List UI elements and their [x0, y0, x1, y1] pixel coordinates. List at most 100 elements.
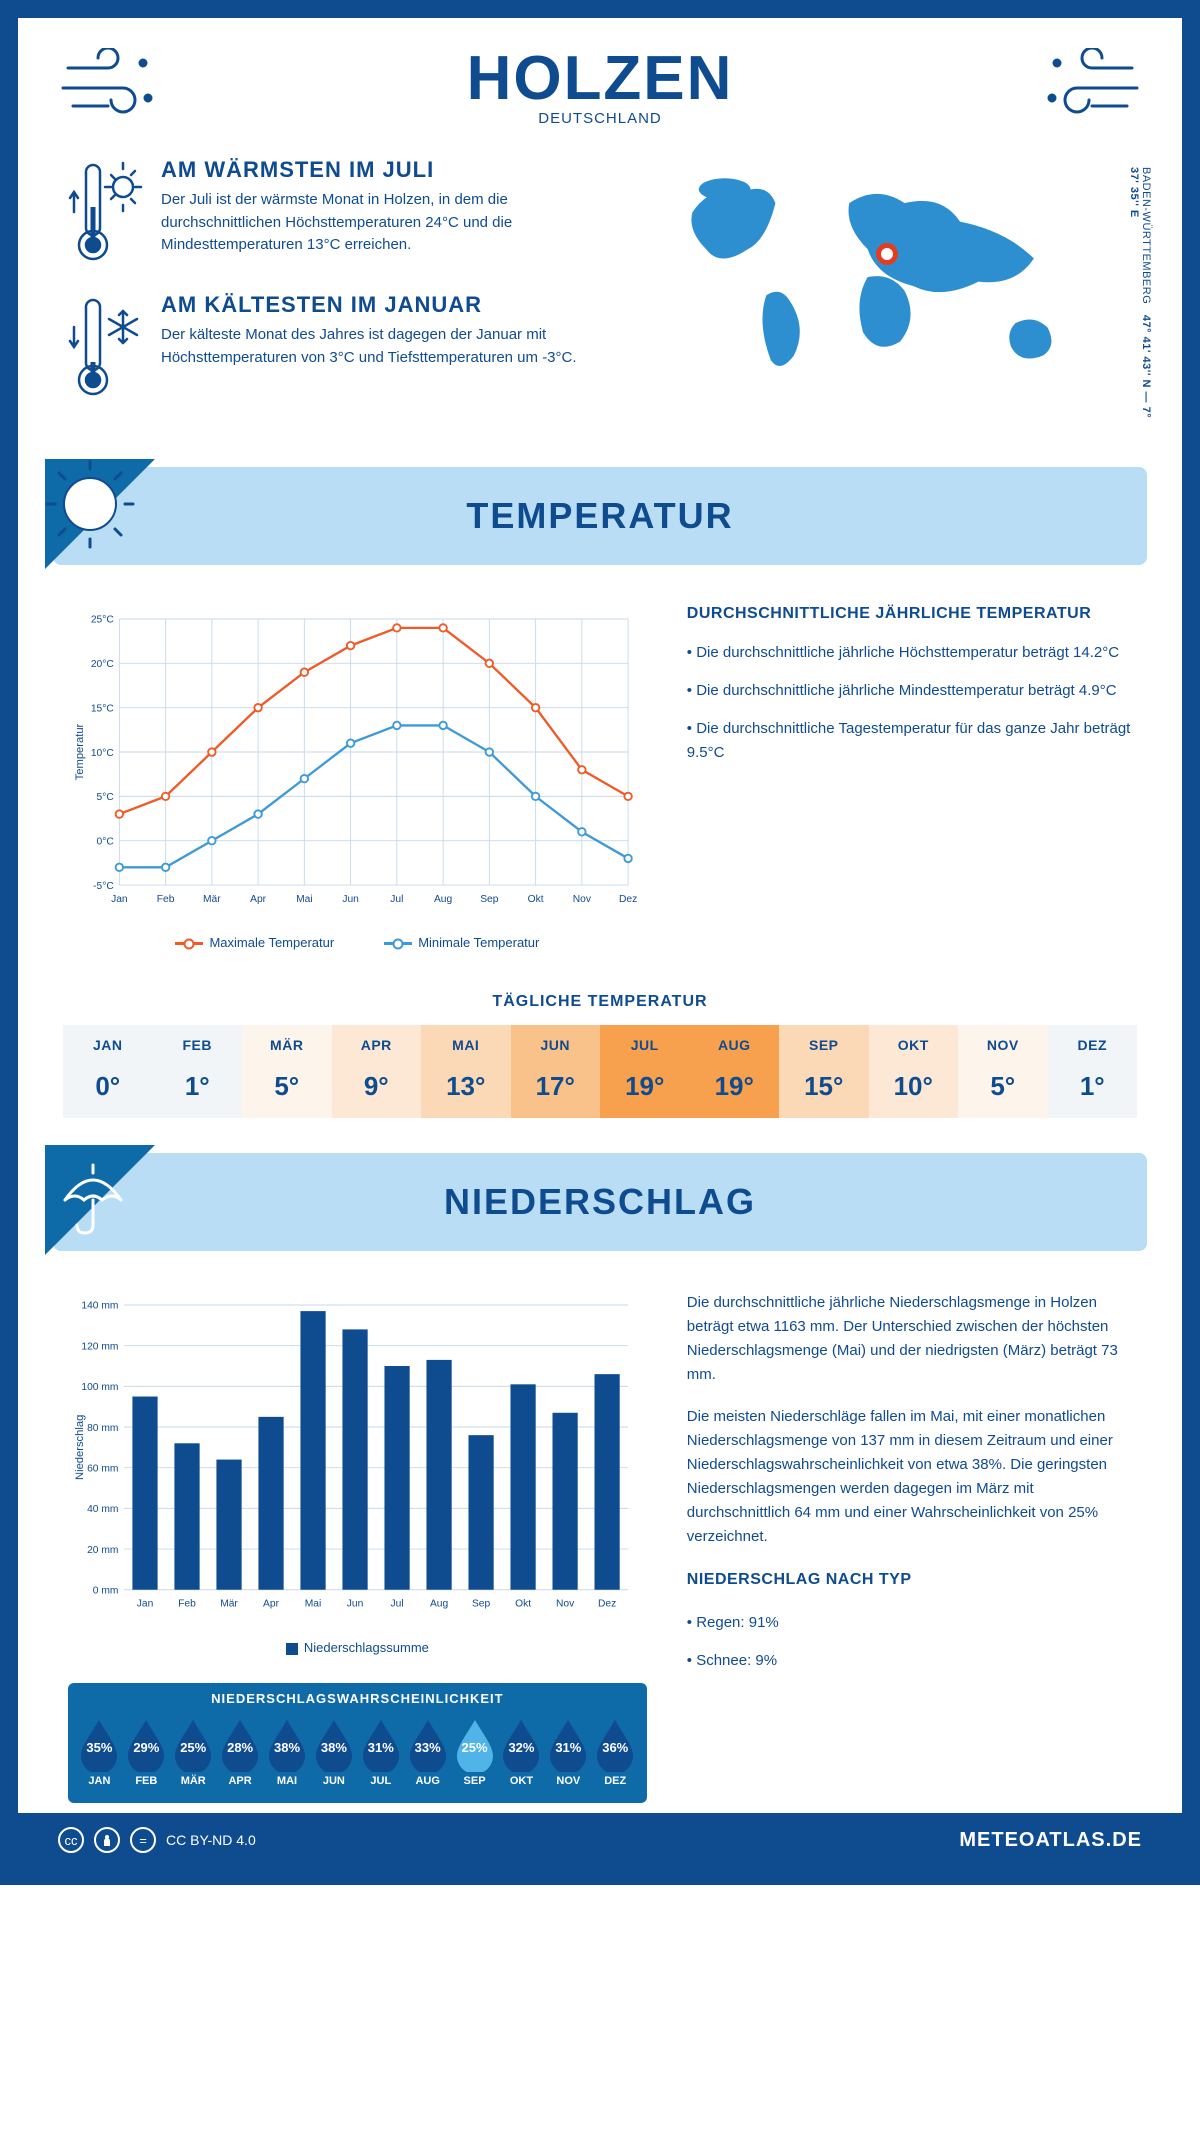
probability-drop: 35% JAN [76, 1718, 122, 1787]
warmest-heading: AM WÄRMSTEN IM JULI [161, 157, 610, 183]
svg-text:Mai: Mai [305, 1599, 322, 1610]
svg-text:25°C: 25°C [91, 615, 115, 626]
svg-text:Mai: Mai [296, 894, 313, 905]
daily-cell: AUG 19° [690, 1025, 780, 1118]
svg-text:100 mm: 100 mm [81, 1382, 118, 1393]
svg-text:Dez: Dez [619, 894, 637, 905]
svg-text:10°C: 10°C [91, 748, 115, 759]
svg-text:Nov: Nov [573, 894, 592, 905]
temperature-header: TEMPERATUR [53, 467, 1147, 565]
intro-section: AM WÄRMSTEN IM JULI Der Juli ist der wär… [18, 137, 1182, 457]
sun-icon [45, 459, 165, 579]
probability-drop: 29% FEB [123, 1718, 169, 1787]
daily-cell: SEP 15° [779, 1025, 869, 1118]
probability-drop: 31% NOV [545, 1718, 591, 1787]
svg-text:Temperatur: Temperatur [74, 723, 86, 780]
probability-drop: 32% OKT [498, 1718, 544, 1787]
coldest-heading: AM KÄLTESTEN IM JANUAR [161, 292, 610, 318]
svg-text:Mär: Mär [220, 1599, 238, 1610]
svg-text:Sep: Sep [480, 894, 499, 905]
svg-text:Sep: Sep [472, 1599, 491, 1610]
svg-text:5°C: 5°C [97, 792, 115, 803]
page-title: HOLZEN [58, 43, 1142, 114]
site-name: METEOATLAS.DE [959, 1829, 1142, 1852]
svg-text:20 mm: 20 mm [87, 1545, 118, 1556]
daily-temp-title: TÄGLICHE TEMPERATUR [18, 993, 1182, 1011]
coldest-block: AM KÄLTESTEN IM JANUAR Der kälteste Mona… [68, 292, 610, 402]
probability-drop: 38% MAI [264, 1718, 310, 1787]
svg-text:Dez: Dez [598, 1599, 616, 1610]
svg-text:Aug: Aug [434, 894, 453, 905]
daily-cell: NOV 5° [958, 1025, 1048, 1118]
svg-text:0°C: 0°C [97, 836, 115, 847]
probability-drop: 33% AUG [405, 1718, 451, 1787]
daily-cell: JUN 17° [511, 1025, 601, 1118]
nd-icon: = [130, 1827, 156, 1853]
svg-text:-5°C: -5°C [93, 881, 114, 892]
svg-text:Aug: Aug [430, 1599, 449, 1610]
svg-text:Jun: Jun [347, 1599, 364, 1610]
probability-drop: 38% JUN [311, 1718, 357, 1787]
svg-text:Okt: Okt [515, 1599, 531, 1610]
svg-text:140 mm: 140 mm [81, 1301, 118, 1312]
svg-text:Nov: Nov [556, 1599, 575, 1610]
temperature-chart: -5°C 0°C 5°C 10°C 15°C 20°C 25°C Jan Feb Mär Apr Ma… [68, 605, 647, 958]
warmest-block: AM WÄRMSTEN IM JULI Der Juli ist der wär… [68, 157, 610, 267]
thermometer-cold-icon [68, 292, 143, 402]
page-subtitle: DEUTSCHLAND [58, 110, 1142, 127]
svg-text:15°C: 15°C [91, 703, 115, 714]
svg-text:Apr: Apr [250, 894, 267, 905]
svg-text:80 mm: 80 mm [87, 1423, 118, 1434]
daily-cell: DEZ 1° [1048, 1025, 1138, 1118]
thermometer-hot-icon [68, 157, 143, 267]
svg-text:Jan: Jan [137, 1599, 154, 1610]
by-icon [94, 1827, 120, 1853]
svg-text:Jan: Jan [111, 894, 128, 905]
svg-text:Feb: Feb [178, 1599, 196, 1610]
precipitation-title: NIEDERSCHLAG [53, 1181, 1147, 1223]
footer: cc = CC BY-ND 4.0 METEOATLAS.DE [18, 1813, 1182, 1867]
precipitation-text: Die durchschnittliche jährliche Niedersc… [687, 1291, 1132, 1803]
svg-text:20°C: 20°C [91, 659, 115, 670]
umbrella-icon [45, 1145, 165, 1265]
probability-drop: 36% DEZ [592, 1718, 638, 1787]
probability-drop: 28% APR [217, 1718, 263, 1787]
license-text: CC BY-ND 4.0 [166, 1832, 256, 1848]
warmest-body: Der Juli ist der wärmste Monat in Holzen… [161, 189, 610, 257]
svg-text:0 mm: 0 mm [93, 1586, 119, 1597]
temperature-title: TEMPERATUR [53, 495, 1147, 537]
daily-cell: JUL 19° [600, 1025, 690, 1118]
probability-drop: 25% SEP [452, 1718, 498, 1787]
daily-cell: APR 9° [332, 1025, 422, 1118]
svg-text:Jul: Jul [390, 894, 403, 905]
coordinates: BADEN-WÜRTTEMBERG 47° 41' 43'' N — 7° 37… [1128, 167, 1152, 427]
daily-cell: MÄR 5° [242, 1025, 332, 1118]
precip-legend: Niederschlagssumme [68, 1632, 647, 1663]
precipitation-chart: 0 mm 20 mm 40 mm 60 mm 80 mm 100 mm 120 mm 140 … [68, 1291, 647, 1627]
coldest-body: Der kälteste Monat des Jahres ist dagege… [161, 324, 610, 369]
svg-text:Jul: Jul [391, 1599, 404, 1610]
world-map-svg [640, 157, 1132, 397]
infographic-frame: HOLZEN DEUTSCHLAND AM WÄ [0, 0, 1200, 1885]
svg-text:40 mm: 40 mm [87, 1504, 118, 1515]
svg-text:Jun: Jun [342, 894, 359, 905]
wind-icon [1032, 48, 1142, 128]
world-map: BADEN-WÜRTTEMBERG 47° 41' 43'' N — 7° 37… [640, 157, 1132, 427]
temp-legend: Maximale Temperatur Minimale Temperatur [68, 927, 647, 958]
svg-text:Niederschlag: Niederschlag [74, 1415, 86, 1480]
daily-cell: FEB 1° [153, 1025, 243, 1118]
svg-text:60 mm: 60 mm [87, 1464, 118, 1475]
precipitation-header: NIEDERSCHLAG [53, 1153, 1147, 1251]
probability-drop: 31% JUL [358, 1718, 404, 1787]
svg-text:120 mm: 120 mm [81, 1342, 118, 1353]
svg-text:Apr: Apr [263, 1599, 280, 1610]
wind-icon [58, 48, 168, 128]
svg-text:Mär: Mär [203, 894, 221, 905]
svg-text:Okt: Okt [528, 894, 544, 905]
svg-text:Feb: Feb [157, 894, 175, 905]
daily-temp-grid: JAN 0° FEB 1° MÄR 5° APR 9° MAI 13° JUN … [63, 1025, 1137, 1118]
header: HOLZEN DEUTSCHLAND [18, 18, 1182, 137]
daily-cell: OKT 10° [869, 1025, 959, 1118]
temperature-facts: DURCHSCHNITTLICHE JÄHRLICHE TEMPERATUR •… [687, 605, 1132, 958]
probability-box: NIEDERSCHLAGSWAHRSCHEINLICHKEIT 35% JAN … [68, 1683, 647, 1803]
